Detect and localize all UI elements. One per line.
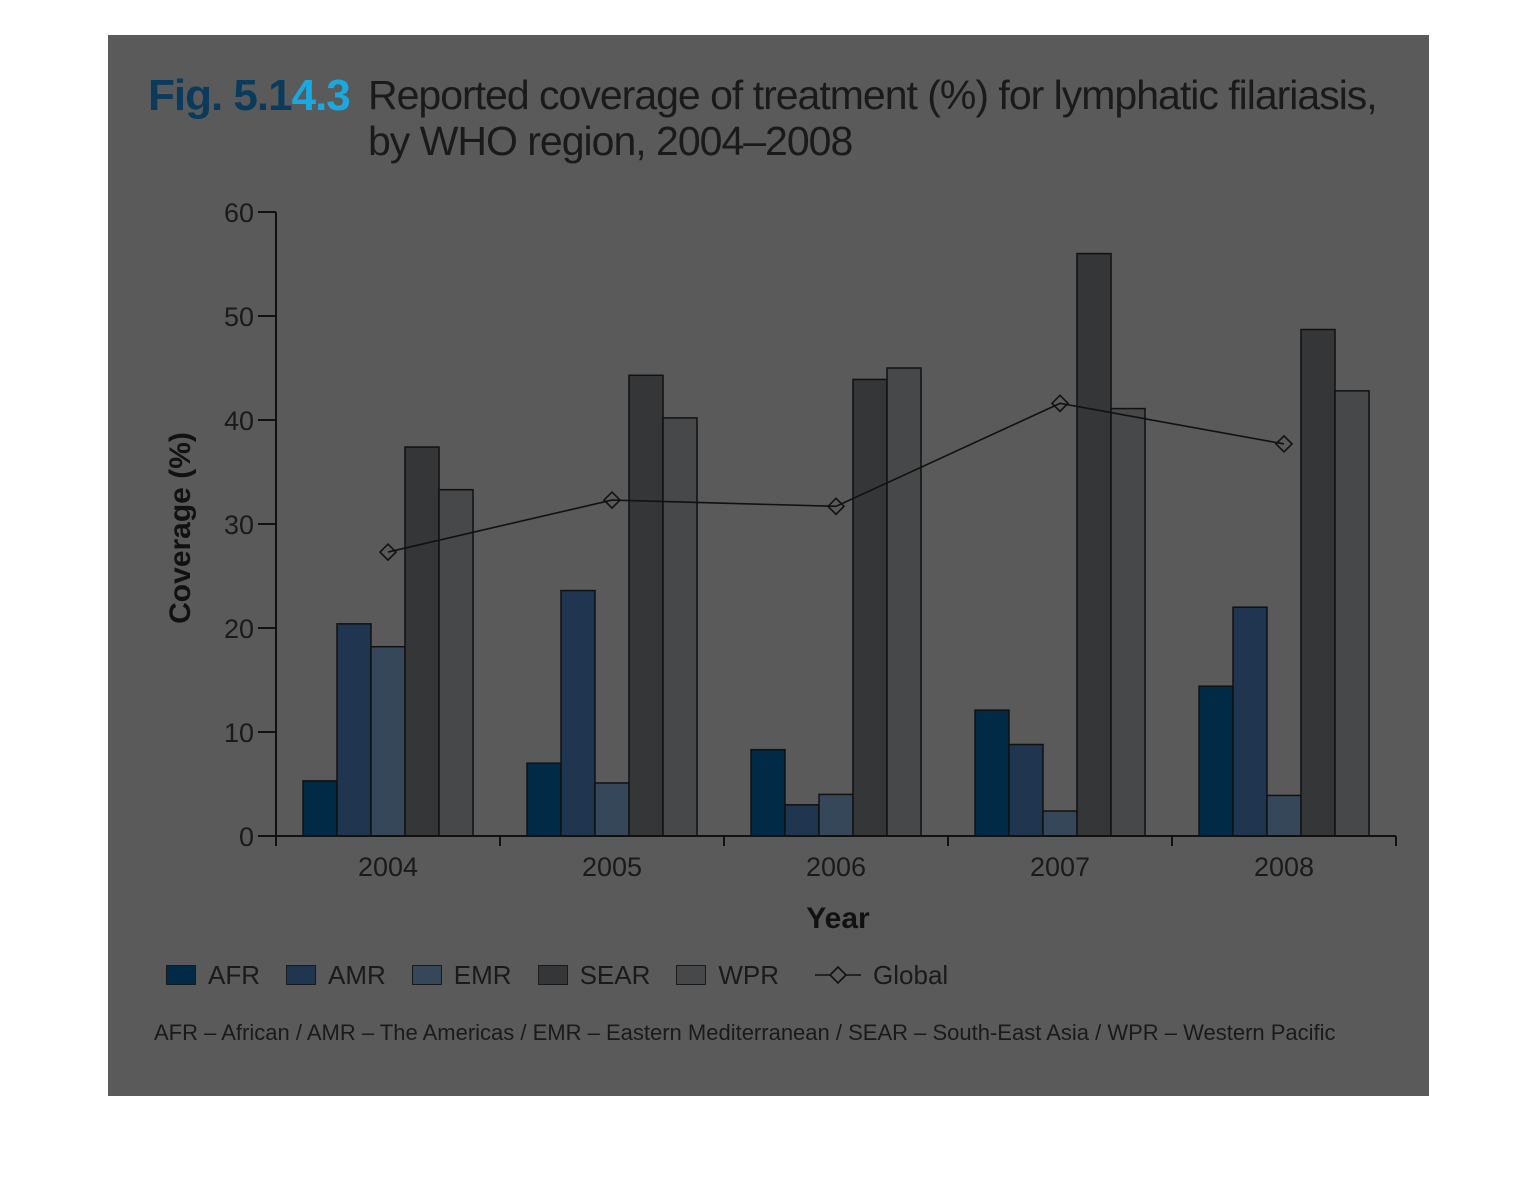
bar-afr-2008 [1198,685,1234,837]
y-axis-title: Coverage (%) [164,432,197,624]
bar-wpr-2004 [438,488,474,837]
legend-label-amr: AMR [328,959,386,990]
bar-afr-2004 [302,780,338,837]
legend-swatch-amr [286,965,316,985]
legend-item-emr: EMR [411,959,512,991]
bar-emr-2005 [594,782,630,837]
y-tick-label-10: 10 [224,718,254,748]
x-tick-label-2008: 2008 [1254,852,1314,882]
bar-amr-2006 [784,804,820,837]
legend-item-global: Global [815,960,948,991]
x-axis-title: Year [806,902,870,935]
legend-swatch-wpr [676,965,707,985]
figure-title: Reported coverage of treatment (%) for l… [368,72,1378,164]
y-tick-label-40: 40 [224,406,254,436]
legend-item-wpr: WPR [676,960,779,991]
legend-line-diamond-icon [815,965,862,985]
bar-sear-2004 [404,446,440,837]
legend-swatch-sear [537,965,568,985]
bar-emr-2006 [818,793,854,837]
bar-emr-2008 [1266,794,1302,837]
bar-afr-2005 [526,762,562,837]
bar-amr-2008 [1232,606,1268,837]
figure-number-part1: Fig. 5.1 [148,71,293,120]
y-tick-label-30: 30 [224,510,254,540]
x-tick-label-2006: 2006 [806,852,866,882]
bar-afr-2006 [750,748,786,837]
global-line [387,402,1285,553]
y-tick-label-20: 20 [224,614,254,644]
global-marker-2005 [602,490,622,510]
figure-number: Fig. 5.14.3 [148,71,351,120]
bar-emr-2004 [370,645,406,837]
global-marker-2007 [1050,394,1070,413]
global-marker-2004 [378,542,398,562]
x-tick-label-2005: 2005 [582,852,642,882]
global-marker-2008 [1274,434,1294,454]
plot-area: 0 10 20 30 40 50 60 2004 2005 2006 2007 2008 [224,198,1397,882]
bar-wpr-2008 [1334,390,1370,837]
figure-number-part2: 4.3 [291,71,351,120]
bar-wpr-2006 [886,367,922,837]
legend-item-amr: AMR [286,960,386,991]
y-tick-label-0: 0 [239,822,254,852]
legend: AFR AMR EMR SEAR WPR Global [166,958,974,992]
legend-label-emr: EMR [453,959,512,990]
y-tick-label-60: 60 [224,198,254,228]
bar-sear-2008 [1300,328,1336,837]
legend-label-global: Global [873,959,949,990]
y-tick-label-50: 50 [224,302,254,332]
bar-sear-2007 [1076,252,1112,837]
legend-item-sear: SEAR [537,959,651,991]
bar-afr-2007 [974,709,1010,837]
legend-swatch-afr [166,965,196,985]
bar-wpr-2007 [1110,407,1146,837]
bar-amr-2007 [1008,743,1044,837]
bar-sear-2006 [852,378,888,837]
bar-amr-2005 [560,589,596,837]
bar-wpr-2005 [662,417,698,837]
legend-item-afr: AFR [166,960,260,991]
figure-panel [108,35,1429,1096]
x-tick-label-2004: 2004 [358,852,418,882]
bar-emr-2007 [1042,810,1078,837]
legend-label-afr: AFR [208,959,260,990]
bar-sear-2005 [628,374,664,837]
bar-amr-2004 [336,623,372,837]
legend-swatch-emr [411,965,442,985]
footnote: AFR – African / AMR – The Americas / EMR… [154,1020,1336,1045]
legend-label-sear: SEAR [579,959,651,990]
global-marker-2006 [826,497,846,516]
legend-label-wpr: WPR [718,959,780,990]
x-tick-label-2007: 2007 [1030,852,1090,882]
